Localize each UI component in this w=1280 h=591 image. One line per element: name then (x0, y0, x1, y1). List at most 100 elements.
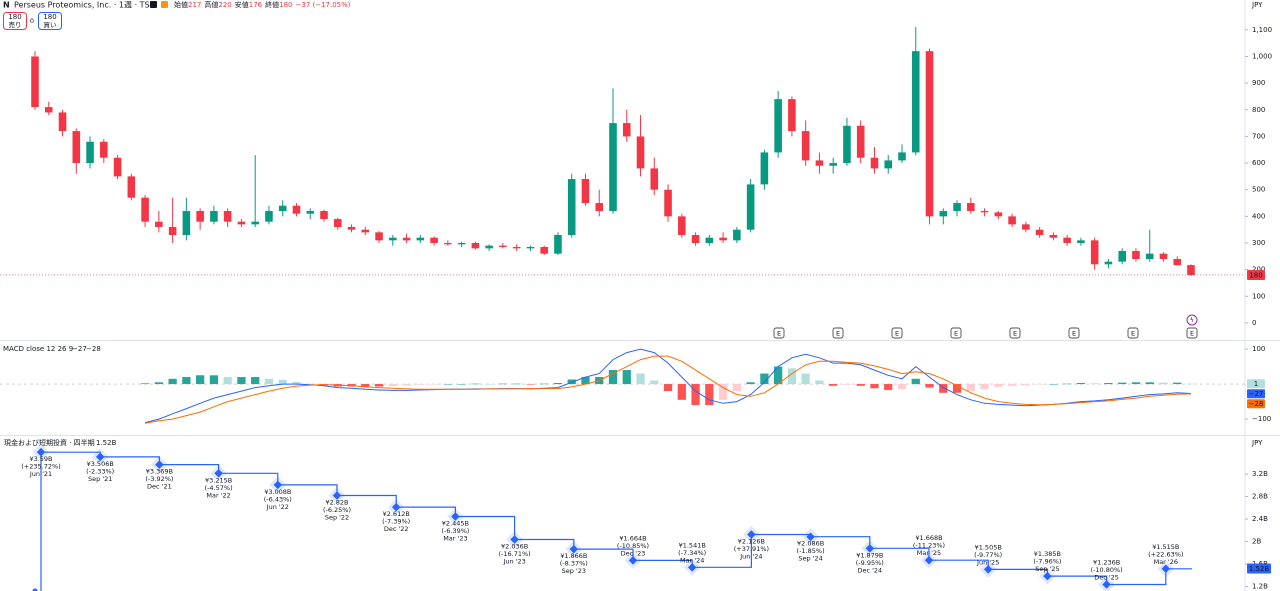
point-change-label: (-9.77%) (974, 551, 1002, 559)
y-tick-label: 500 (1252, 186, 1265, 194)
candle-body (678, 216, 686, 236)
y-tick-label: 400 (1252, 212, 1265, 220)
point (273, 480, 283, 490)
candle-body (1145, 253, 1154, 259)
candle-body (953, 203, 961, 212)
event-label: E (1190, 330, 1194, 338)
sell-box[interactable] (3, 12, 27, 30)
point-value-label: ¥1.505B (975, 543, 1002, 551)
event-marker (1068, 327, 1080, 339)
candle-body (457, 243, 466, 245)
histogram-bar (292, 381, 301, 385)
point-value-label: ¥3.369B (146, 468, 173, 476)
candle-body (526, 247, 535, 249)
histogram-bar (237, 377, 246, 385)
buy-box[interactable] (38, 12, 62, 30)
point (806, 532, 815, 541)
candle-body (389, 237, 397, 241)
histogram-bar (994, 384, 1003, 387)
ohlc-label: 高値 (204, 0, 218, 9)
candle-body (1173, 258, 1182, 266)
candle-body (622, 123, 631, 137)
alert-icon[interactable] (1186, 314, 1198, 326)
ohlc-value: 217 (188, 1, 201, 9)
candle-body (127, 176, 136, 198)
offscreen-point (32, 588, 38, 591)
sell-price[interactable]: 180 (8, 13, 21, 21)
histogram-bar (760, 373, 769, 385)
point-change-label: (-7.39%) (382, 518, 410, 526)
point-value-label: ¥2.126B (738, 537, 765, 545)
point-date-label: Mar '22 (206, 491, 230, 499)
point-change-label: (-11.23%) (913, 542, 945, 550)
candle-body (636, 136, 645, 169)
event-label: E (1131, 330, 1135, 338)
histogram-bar (251, 377, 260, 385)
icon (150, 1, 157, 8)
histogram-bar (526, 384, 535, 385)
event-marker (1009, 327, 1021, 339)
candle-body (485, 245, 493, 249)
histogram-bar (1186, 383, 1196, 385)
point (155, 460, 164, 469)
event-marker (832, 327, 844, 339)
spread: 0 (30, 17, 34, 25)
point-date-label: Jun '22 (266, 503, 289, 511)
histogram-bar (264, 378, 274, 385)
axis-value-label: −27 (1249, 390, 1264, 398)
cash-title: 現金および短期投資 · 四半期 (4, 438, 95, 447)
ohlc: 始値217 高値220 安値176 終値180 −37 (−17.05%) (174, 0, 351, 9)
point-change-label: (-6.25%) (323, 506, 351, 514)
point-date-label: Dec '21 (147, 483, 172, 491)
candle-body (86, 141, 94, 164)
candle-body (155, 221, 163, 228)
histogram-bar (402, 384, 411, 386)
point-change-label: (-8.37%) (560, 560, 588, 568)
candle-body (1132, 251, 1140, 259)
point (687, 563, 697, 572)
current-box (1247, 563, 1271, 574)
histogram-bar (746, 382, 755, 385)
event-label: E (895, 330, 899, 338)
point-value-label: ¥3.008B (264, 488, 291, 496)
histogram-bar (512, 383, 521, 385)
histogram-bar (705, 384, 714, 406)
point-value-label: ¥1.515B (1152, 543, 1179, 551)
histogram-bar (1007, 384, 1017, 386)
candle-body (265, 211, 273, 222)
histogram-bar (1159, 382, 1168, 385)
buy-label[interactable]: 買い (44, 21, 57, 29)
y-tick-label: 2.8B (1252, 493, 1268, 501)
histogram-bar (553, 383, 563, 385)
symbol-title: Perseus Proteomics, Inc. · 1週 · TSE (14, 1, 155, 10)
event-label: E (1072, 330, 1076, 338)
legend-value: −27 (72, 345, 87, 353)
point-change-label: (-16.71%) (498, 550, 530, 558)
candle-body (113, 157, 122, 177)
candle-body (581, 179, 590, 204)
histogram-bar (498, 383, 508, 385)
point-value-label: ¥1.385B (1034, 550, 1061, 558)
point-change-label: (-10.80%) (1090, 566, 1122, 574)
point (510, 535, 519, 544)
event-marker (891, 327, 903, 339)
current-label: 1.52B (1249, 565, 1270, 573)
alert-icon[interactable]: ϟ (1190, 317, 1194, 324)
histogram-bar (801, 373, 810, 385)
histogram-bar (429, 384, 439, 385)
point-change-label: (-3.92%) (145, 475, 173, 483)
point-value-label: ¥1.541B (679, 541, 706, 549)
sell-button[interactable]: 180 売り (3, 12, 27, 30)
histogram-bar (842, 384, 852, 385)
point (451, 512, 460, 521)
point-change-label: (-6.43%) (264, 495, 292, 503)
point-date-label: Mar '23 (443, 535, 467, 543)
histogram-bar (636, 373, 645, 385)
buy-price[interactable]: 180 (43, 13, 56, 21)
sell-label[interactable]: 売り (9, 20, 22, 29)
y-tick-label: 800 (1252, 106, 1265, 114)
point-change-label: (-7.96%) (1033, 558, 1061, 566)
buy-button[interactable]: 180 買い (38, 12, 62, 30)
candle-body (994, 212, 1003, 217)
